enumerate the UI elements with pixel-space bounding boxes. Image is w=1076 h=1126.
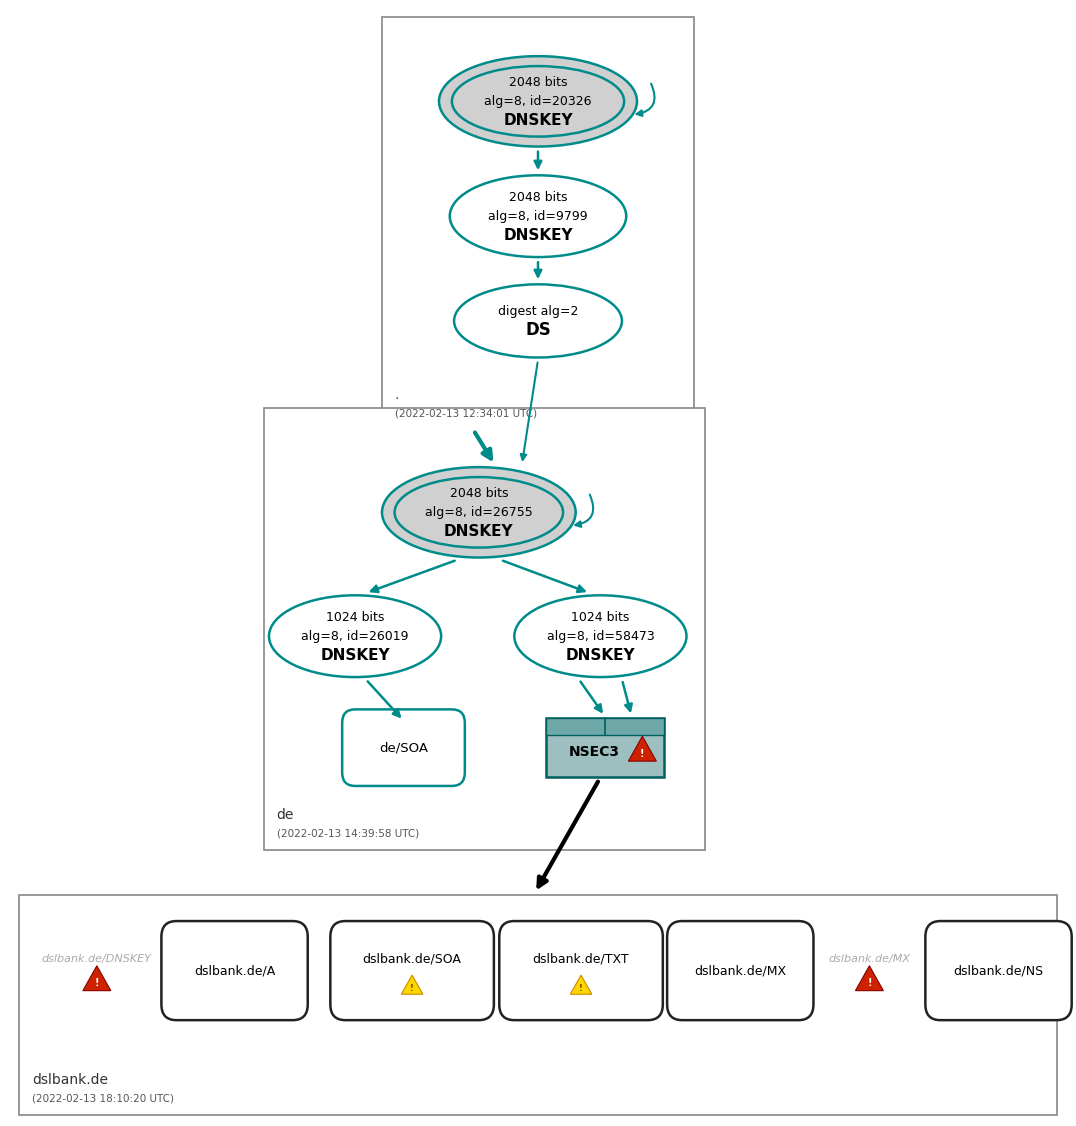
Text: dslbank.de: dslbank.de [32, 1073, 109, 1087]
Text: !: ! [867, 978, 872, 989]
Text: !: ! [579, 984, 583, 992]
Text: (2022-02-13 14:39:58 UTC): (2022-02-13 14:39:58 UTC) [277, 829, 419, 839]
Text: (2022-02-13 12:34:01 UTC): (2022-02-13 12:34:01 UTC) [395, 409, 537, 419]
Text: .: . [395, 388, 399, 402]
Ellipse shape [454, 285, 622, 357]
Text: digest alg=2: digest alg=2 [498, 305, 578, 318]
Text: !: ! [640, 749, 645, 759]
Ellipse shape [269, 596, 441, 677]
Text: DNSKEY: DNSKEY [444, 524, 513, 539]
FancyBboxPatch shape [925, 921, 1072, 1020]
Text: alg=8, id=26755: alg=8, id=26755 [425, 506, 533, 519]
Text: 2048 bits: 2048 bits [450, 486, 508, 500]
Text: alg=8, id=58473: alg=8, id=58473 [547, 629, 654, 643]
Text: dslbank.de/MX: dslbank.de/MX [829, 955, 910, 964]
Text: alg=8, id=20326: alg=8, id=20326 [484, 95, 592, 108]
Bar [546, 718, 664, 735]
Text: alg=8, id=26019: alg=8, id=26019 [301, 629, 409, 643]
Text: de/SOA: de/SOA [379, 741, 428, 754]
Ellipse shape [452, 66, 624, 136]
Text: 1024 bits: 1024 bits [571, 610, 629, 624]
FancyBboxPatch shape [342, 709, 465, 786]
Text: 2048 bits: 2048 bits [509, 190, 567, 204]
FancyBboxPatch shape [330, 921, 494, 1020]
Text: dslbank.de/SOA: dslbank.de/SOA [363, 953, 462, 966]
Text: NSEC3: NSEC3 [568, 745, 620, 759]
Ellipse shape [514, 596, 686, 677]
Text: DNSKEY: DNSKEY [321, 647, 390, 663]
Text: !: ! [95, 978, 99, 989]
Text: dslbank.de/MX: dslbank.de/MX [694, 964, 787, 977]
Ellipse shape [395, 477, 563, 547]
Bar [19, 895, 1057, 1115]
Text: 1024 bits: 1024 bits [326, 610, 384, 624]
Bar [546, 718, 664, 777]
Text: 2048 bits: 2048 bits [509, 75, 567, 89]
Text: DNSKEY: DNSKEY [504, 113, 572, 128]
Polygon shape [401, 975, 423, 994]
Polygon shape [628, 736, 656, 761]
Text: de: de [277, 808, 294, 822]
Polygon shape [83, 966, 111, 991]
Ellipse shape [450, 176, 626, 257]
Bar [264, 408, 705, 850]
Text: DNSKEY: DNSKEY [504, 227, 572, 243]
FancyBboxPatch shape [667, 921, 813, 1020]
Text: (2022-02-13 18:10:20 UTC): (2022-02-13 18:10:20 UTC) [32, 1093, 174, 1103]
FancyBboxPatch shape [161, 921, 308, 1020]
Polygon shape [570, 975, 592, 994]
Polygon shape [855, 966, 883, 991]
Ellipse shape [382, 467, 576, 557]
Text: alg=8, id=9799: alg=8, id=9799 [489, 209, 587, 223]
Text: dslbank.de/DNSKEY: dslbank.de/DNSKEY [42, 955, 152, 964]
FancyBboxPatch shape [499, 921, 663, 1020]
Text: dslbank.de/TXT: dslbank.de/TXT [533, 953, 629, 966]
Text: DNSKEY: DNSKEY [566, 647, 635, 663]
Bar [382, 17, 694, 430]
Ellipse shape [439, 56, 637, 146]
Text: dslbank.de/A: dslbank.de/A [194, 964, 275, 977]
Text: !: ! [410, 984, 414, 992]
Text: DS: DS [525, 322, 551, 339]
Text: dslbank.de/NS: dslbank.de/NS [953, 964, 1044, 977]
